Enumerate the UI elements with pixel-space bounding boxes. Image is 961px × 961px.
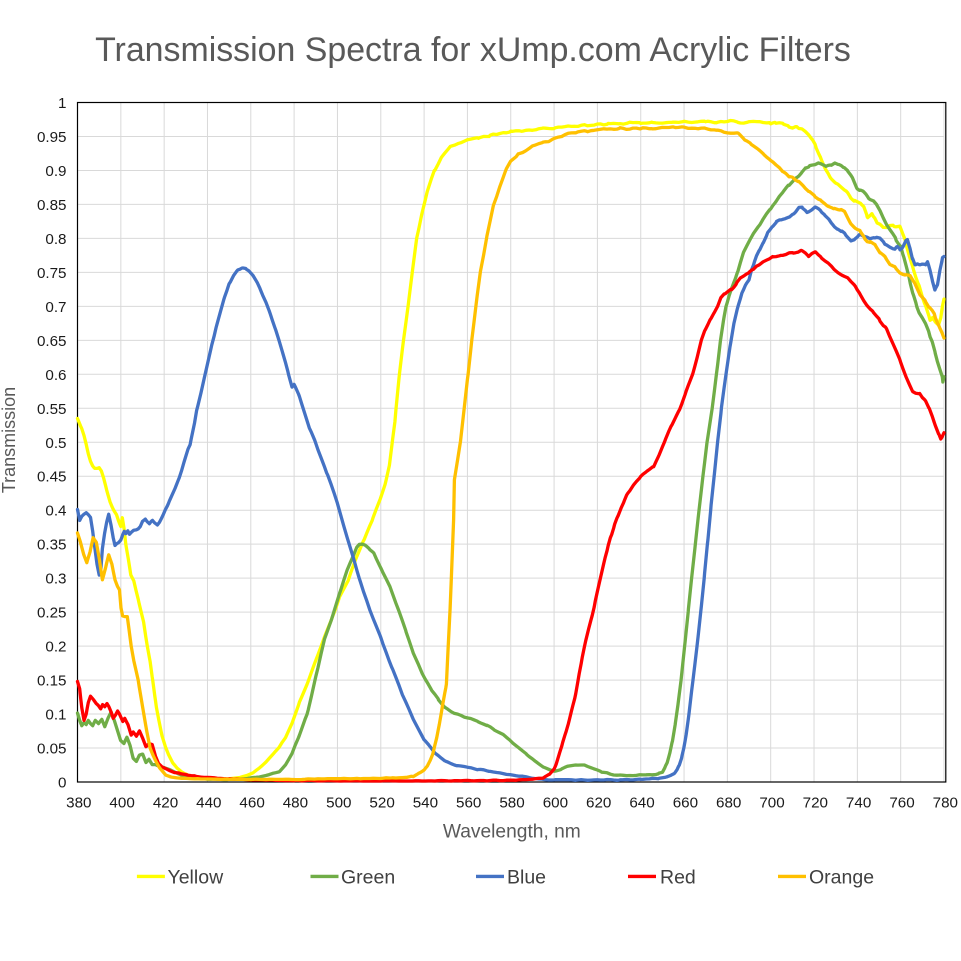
svg-text:540: 540: [413, 794, 438, 811]
svg-text:Green: Green: [341, 867, 395, 889]
svg-text:460: 460: [239, 794, 264, 811]
svg-text:480: 480: [283, 794, 308, 811]
svg-text:0.9: 0.9: [45, 163, 66, 180]
svg-text:560: 560: [456, 794, 481, 811]
svg-text:0.35: 0.35: [37, 537, 67, 554]
svg-text:0.55: 0.55: [37, 401, 67, 418]
svg-text:Transmission: Transmission: [0, 387, 19, 493]
svg-text:1: 1: [58, 95, 66, 112]
svg-text:Orange: Orange: [809, 867, 874, 889]
svg-text:0.3: 0.3: [45, 571, 66, 588]
svg-text:0.65: 0.65: [37, 333, 67, 350]
svg-text:600: 600: [543, 794, 568, 811]
svg-text:640: 640: [629, 794, 654, 811]
svg-text:0.05: 0.05: [37, 741, 67, 758]
svg-text:620: 620: [586, 794, 611, 811]
svg-text:Red: Red: [660, 867, 696, 889]
svg-text:0.7: 0.7: [45, 299, 66, 316]
svg-text:680: 680: [716, 794, 741, 811]
svg-text:Transmission Spectra for xUmp.: Transmission Spectra for xUmp.com Acryli…: [95, 31, 851, 69]
svg-text:420: 420: [153, 794, 178, 811]
svg-text:760: 760: [889, 794, 914, 811]
svg-text:380: 380: [66, 794, 91, 811]
svg-text:0.75: 0.75: [37, 265, 67, 282]
svg-text:500: 500: [326, 794, 351, 811]
svg-text:Blue: Blue: [507, 867, 546, 889]
svg-text:580: 580: [499, 794, 524, 811]
svg-text:400: 400: [109, 794, 134, 811]
svg-text:0.5: 0.5: [45, 435, 66, 452]
svg-text:0.1: 0.1: [45, 707, 66, 724]
svg-text:0.95: 0.95: [37, 129, 67, 146]
svg-text:440: 440: [196, 794, 221, 811]
svg-text:520: 520: [369, 794, 394, 811]
svg-text:0.25: 0.25: [37, 605, 67, 622]
svg-text:0.4: 0.4: [45, 503, 66, 520]
svg-text:0.6: 0.6: [45, 367, 66, 384]
svg-text:0.45: 0.45: [37, 469, 67, 486]
svg-text:780: 780: [933, 794, 958, 811]
svg-text:0.15: 0.15: [37, 673, 67, 690]
svg-text:720: 720: [803, 794, 828, 811]
svg-text:0.2: 0.2: [45, 639, 66, 656]
svg-text:0.85: 0.85: [37, 197, 67, 214]
svg-text:740: 740: [846, 794, 871, 811]
svg-text:Yellow: Yellow: [168, 867, 225, 889]
svg-text:660: 660: [673, 794, 698, 811]
svg-text:0.8: 0.8: [45, 231, 66, 248]
svg-text:0: 0: [58, 775, 66, 792]
svg-text:700: 700: [759, 794, 784, 811]
svg-text:Wavelength, nm: Wavelength, nm: [443, 821, 581, 842]
